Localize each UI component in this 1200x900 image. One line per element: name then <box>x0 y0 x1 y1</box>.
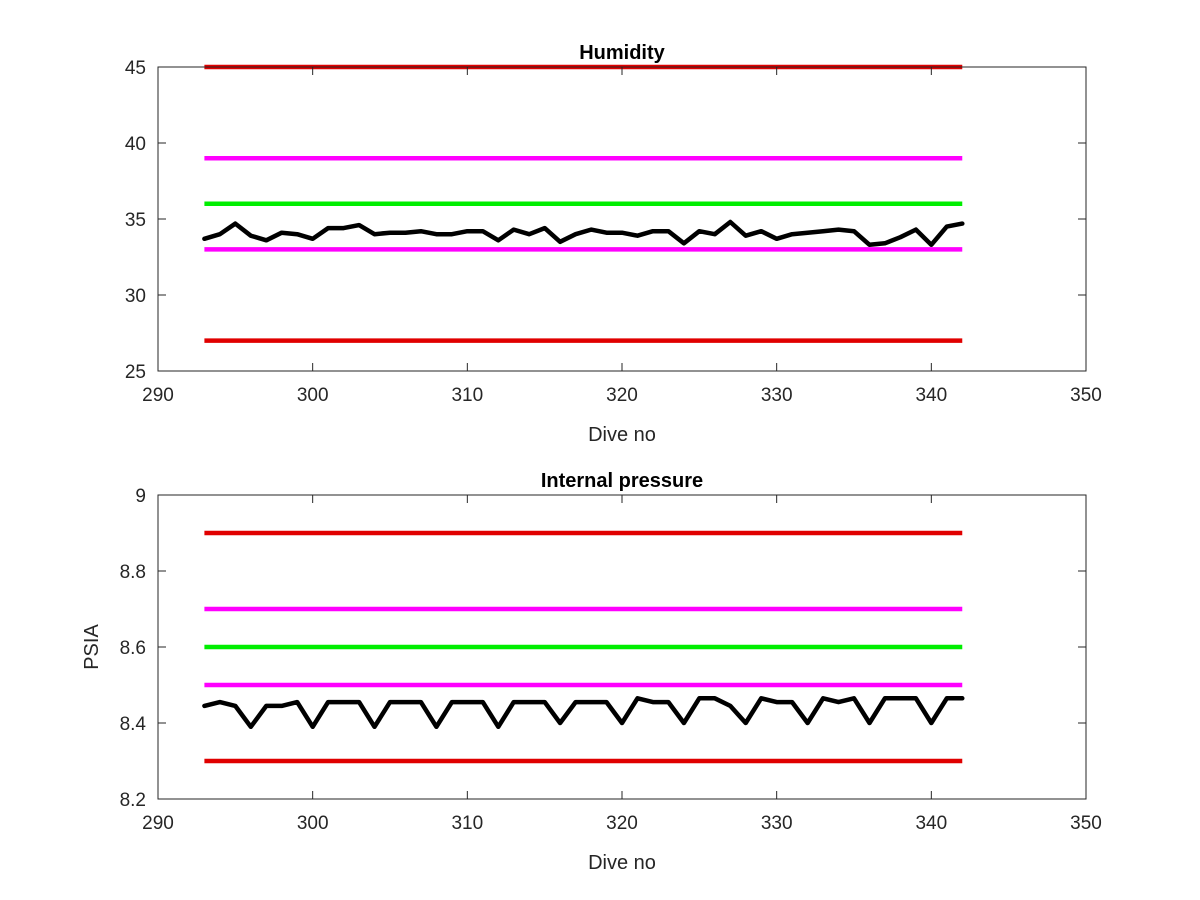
chart-title: Internal pressure <box>541 470 703 492</box>
y-axis-label: PSIA <box>81 624 103 670</box>
x-tick-label: 300 <box>297 385 329 406</box>
y-tick-label: 8.6 <box>120 638 146 659</box>
x-tick-label: 300 <box>297 813 329 834</box>
internal-pressure-panel: 290 300 310 320 330 340 350 8.2 8.4 8.6 8.8 9 Intern… <box>81 470 1102 874</box>
x-tick-label: 340 <box>915 385 947 406</box>
x-tick-label: 290 <box>142 385 174 406</box>
x-axis-label: Dive no <box>588 424 656 446</box>
y-tick-label: 8.8 <box>120 562 146 583</box>
y-tick-label: 8.2 <box>120 790 146 811</box>
chart-title: Humidity <box>579 42 665 64</box>
humidity-panel: 290 300 310 320 330 340 350 25 30 35 40 45 Humidity D… <box>125 42 1102 446</box>
y-tick-label: 25 <box>125 362 146 383</box>
x-tick-label: 350 <box>1070 385 1102 406</box>
y-tick-label: 35 <box>125 210 146 231</box>
y-tick-label: 30 <box>125 286 146 307</box>
x-tick-label: 310 <box>451 813 483 834</box>
data-series-line <box>202 696 965 730</box>
x-tick-label: 330 <box>761 813 793 834</box>
x-tick-label: 310 <box>451 385 483 406</box>
x-tick-label: 350 <box>1070 813 1102 834</box>
data-series-line <box>202 219 965 248</box>
y-tick-label: 40 <box>125 134 146 155</box>
x-tick-label: 340 <box>915 813 947 834</box>
x-tick-label: 330 <box>761 385 793 406</box>
x-axis-label: Dive no <box>588 852 656 874</box>
y-tick-label: 9 <box>135 486 146 507</box>
x-tick-label: 320 <box>606 813 638 834</box>
axes-box <box>157 66 1087 372</box>
y-tick-label: 45 <box>125 58 146 79</box>
y-tick-label: 8.4 <box>120 714 147 735</box>
x-tick-label: 290 <box>142 813 174 834</box>
x-tick-label: 320 <box>606 385 638 406</box>
